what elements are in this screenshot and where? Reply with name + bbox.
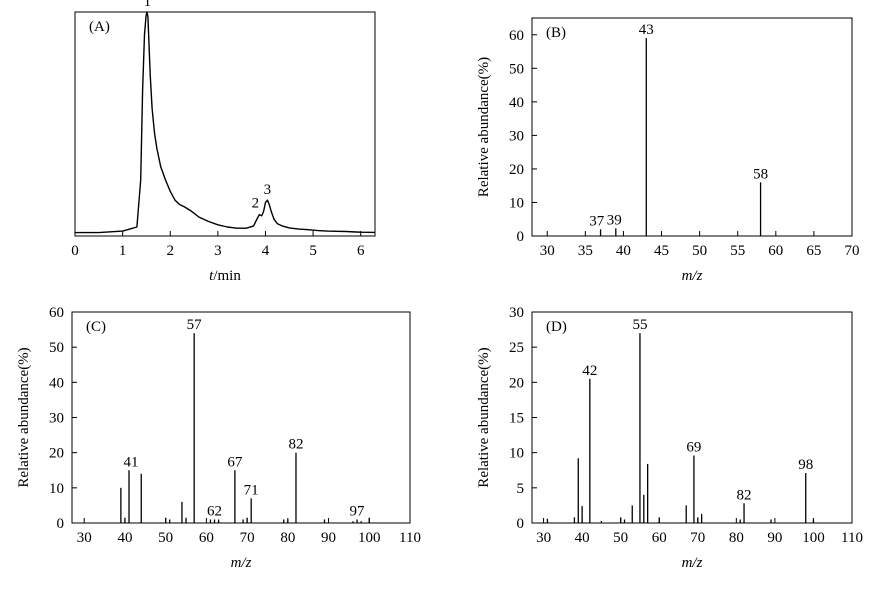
panel-a-label: (A) <box>89 19 110 35</box>
y-tick-label-c: 30 <box>49 411 64 427</box>
y-tick-label-c: 10 <box>49 481 64 497</box>
x-tick-label-b: 40 <box>616 243 631 259</box>
chromatogram-trace <box>75 11 376 234</box>
peak-label-c: 71 <box>244 482 259 498</box>
panel-d-label: (D) <box>546 319 567 335</box>
panel-c-frame <box>71 311 411 524</box>
x-axis-title-b: m/z <box>682 268 703 284</box>
x-tick-label-d: 30 <box>536 530 551 546</box>
x-tick-label-d: 60 <box>652 530 667 546</box>
x-tick-label-a: 5 <box>309 243 317 259</box>
x-tick-label-c: 40 <box>117 530 132 546</box>
peak-label-c: 41 <box>124 454 139 470</box>
y-tick-label-d: 30 <box>509 305 524 321</box>
x-tick-label-a: 0 <box>71 243 79 259</box>
peak-label-c: 57 <box>187 317 203 333</box>
x-tick-label-a: 1 <box>119 243 127 259</box>
x-tick-label-c: 110 <box>399 530 421 546</box>
y-tick-label-b: 60 <box>509 28 524 44</box>
y-tick-label-d: 10 <box>509 446 524 462</box>
x-tick-label-d: 110 <box>841 530 863 546</box>
x-tick-label-a: 2 <box>166 243 174 259</box>
x-tick-label-d: 70 <box>690 530 705 546</box>
peak-label-c: 82 <box>288 437 303 453</box>
x-tick-label-d: 90 <box>767 530 782 546</box>
peak-label-c: 67 <box>227 454 243 470</box>
y-tick-label-d: 15 <box>509 411 524 427</box>
x-tick-label-c: 30 <box>77 530 92 546</box>
x-tick-label-b: 45 <box>654 243 669 259</box>
x-axis-title-a: t/min <box>209 268 241 284</box>
y-tick-label-b: 50 <box>509 61 524 77</box>
panel-d-frame <box>531 311 853 524</box>
y-axis-title-b: Relative abundance(%) <box>476 57 492 197</box>
peak-label-d: 55 <box>632 317 647 333</box>
y-tick-label-d: 0 <box>517 516 525 532</box>
x-tick-label-b: 30 <box>540 243 555 259</box>
x-tick-label-d: 100 <box>802 530 825 546</box>
panel-b-frame <box>531 17 853 237</box>
x-tick-label-a: 3 <box>214 243 222 259</box>
x-tick-label-c: 100 <box>358 530 381 546</box>
y-tick-label-b: 10 <box>509 195 524 211</box>
panel-c-label: (C) <box>86 319 106 335</box>
peak-label: 1 <box>144 0 152 10</box>
peak-label-d: 98 <box>798 457 813 473</box>
peak-label-d: 42 <box>582 363 597 379</box>
y-tick-label-d: 20 <box>509 375 524 391</box>
y-tick-label-b: 40 <box>509 95 524 111</box>
x-tick-label-a: 4 <box>262 243 270 259</box>
peak-label-d: 69 <box>686 439 701 455</box>
x-tick-label-b: 60 <box>768 243 783 259</box>
peak-label-c: 62 <box>207 503 222 519</box>
x-tick-label-b: 55 <box>730 243 745 259</box>
x-tick-label-a: 6 <box>357 243 365 259</box>
panel-b-label: (B) <box>546 25 566 41</box>
y-tick-label-c: 40 <box>49 375 64 391</box>
peak-label: 2 <box>252 196 260 212</box>
peak-label: 3 <box>264 182 272 198</box>
y-axis-title-d: Relative abundance(%) <box>476 347 492 487</box>
y-tick-label-d: 5 <box>517 481 525 497</box>
y-axis-title-c: Relative abundance(%) <box>16 347 32 487</box>
y-tick-label-b: 30 <box>509 128 524 144</box>
y-tick-label-c: 50 <box>49 340 64 356</box>
peak-label-b: 58 <box>753 166 768 182</box>
x-tick-label-c: 60 <box>199 530 214 546</box>
x-tick-label-b: 65 <box>806 243 821 259</box>
peak-label-b: 37 <box>589 213 605 229</box>
x-tick-label-b: 35 <box>578 243 593 259</box>
panel-b-mass-spectrum: (B) 30 35 40 45 50 55 60 65 70 m/z 0 10 20 30 40 50 60 Rel… <box>476 17 860 284</box>
y-tick-label-b: 20 <box>509 162 524 178</box>
panel-d-mass-spectrum: (D) 30 40 50 60 70 80 90 100 110 m/z 0 5 10 15 20 25 30 Re… <box>476 305 863 571</box>
x-tick-label-d: 50 <box>613 530 628 546</box>
x-tick-label-c: 80 <box>280 530 295 546</box>
y-tick-label-c: 0 <box>57 516 65 532</box>
y-tick-label-c: 20 <box>49 446 64 462</box>
x-tick-label-c: 90 <box>321 530 336 546</box>
peak-label-b: 39 <box>607 212 622 228</box>
panel-c-mass-spectrum: (C) 30 40 50 60 70 80 90 100 110 m/z 0 10 20 30 40 50 60 R… <box>16 305 421 571</box>
peak-label-c: 97 <box>350 503 366 519</box>
x-axis-title-c: m/z <box>231 555 252 571</box>
x-tick-label-d: 40 <box>575 530 590 546</box>
peak-label-d: 82 <box>737 487 752 503</box>
x-tick-label-d: 80 <box>729 530 744 546</box>
x-tick-label-c: 70 <box>240 530 255 546</box>
panel-a-frame <box>74 11 376 237</box>
y-tick-label-c: 60 <box>49 305 64 321</box>
x-tick-label-b: 50 <box>692 243 707 259</box>
y-tick-label-b: 0 <box>517 229 525 245</box>
x-tick-label-b: 70 <box>845 243 860 259</box>
x-tick-label-c: 50 <box>158 530 173 546</box>
x-axis-title-d: m/z <box>682 555 703 571</box>
y-tick-label-d: 25 <box>509 340 524 356</box>
peak-label-b: 43 <box>639 22 654 38</box>
